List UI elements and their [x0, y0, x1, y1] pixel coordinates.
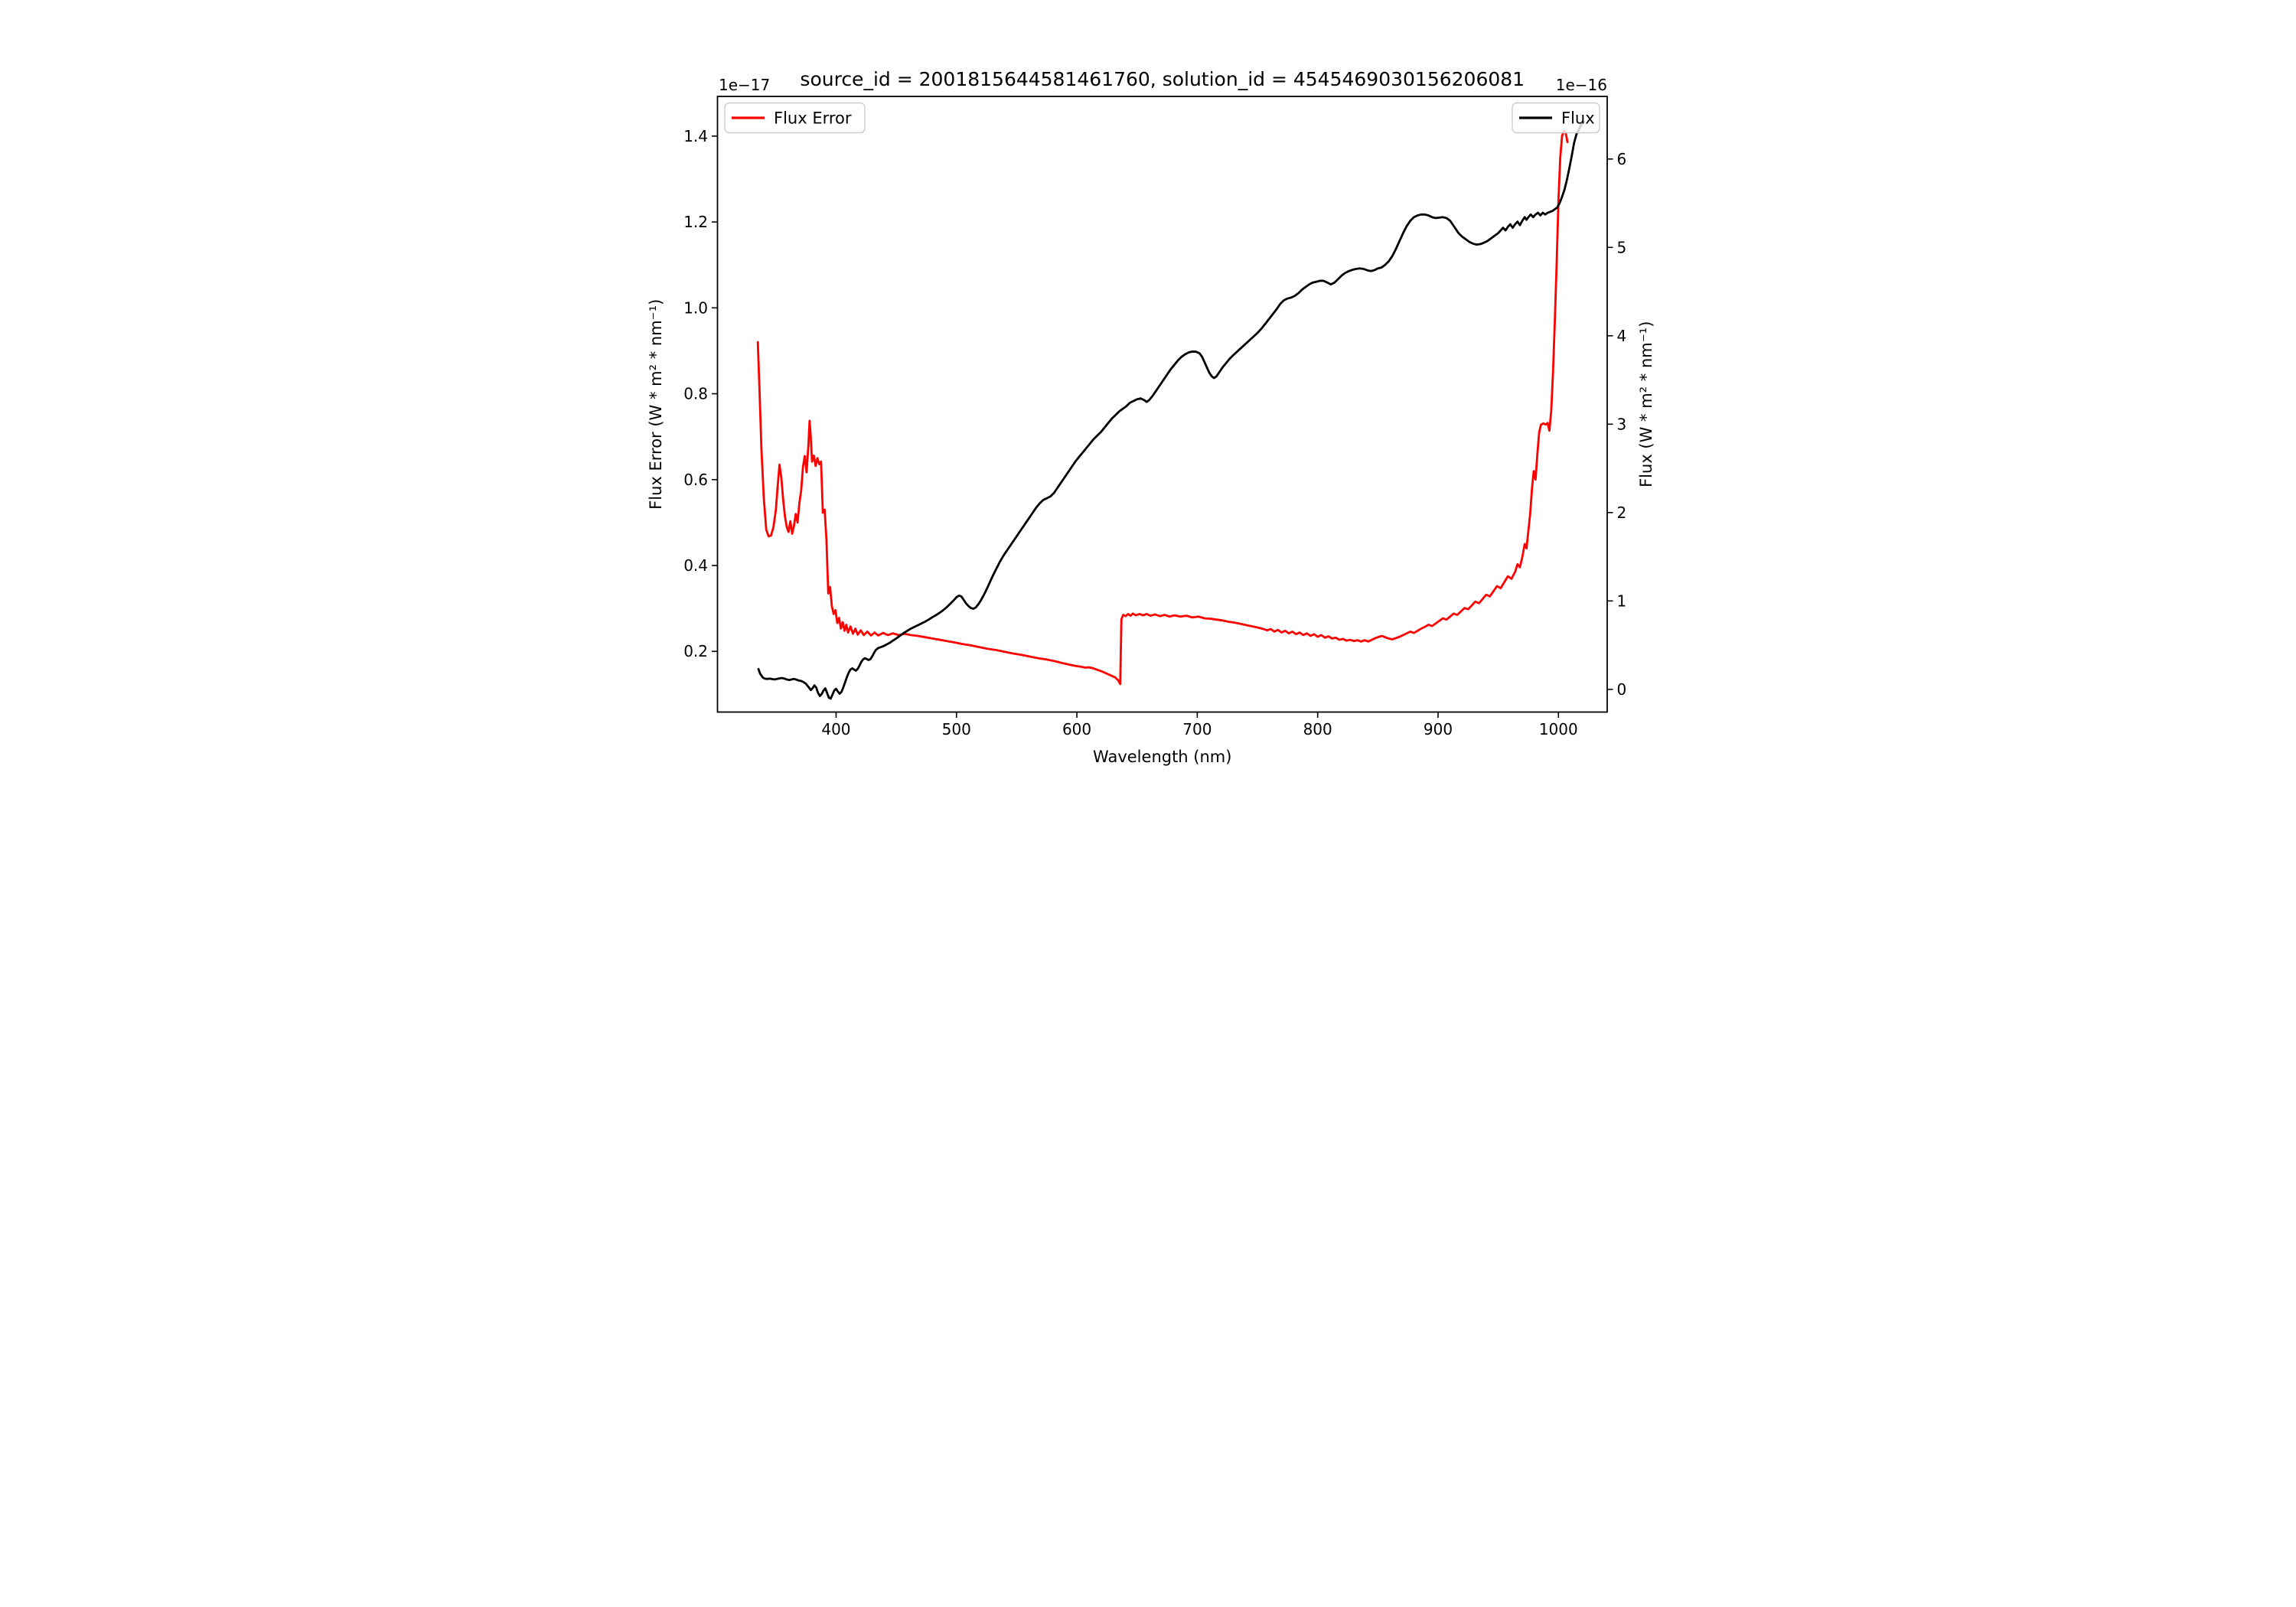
- x-tick-label: 500: [942, 720, 971, 738]
- y-right-tick-label: 0: [1617, 680, 1627, 699]
- y-right-tick-label: 5: [1617, 238, 1627, 256]
- y-right-tick-label: 1: [1617, 592, 1627, 610]
- y-left-tick-label: 0.6: [683, 471, 708, 489]
- curve-flux-error: [756, 129, 1569, 686]
- x-tick-label: 900: [1424, 720, 1453, 738]
- x-tick-label: 600: [1062, 720, 1091, 738]
- curve-flux: [757, 120, 1585, 700]
- y-left-tick-label: 0.4: [683, 556, 708, 575]
- y-right-tick-label: 4: [1617, 327, 1627, 345]
- y-left-tick-label: 0.8: [683, 385, 708, 403]
- y-right-tick-label: 3: [1617, 415, 1627, 433]
- curves-layer: [756, 120, 1585, 700]
- y-axis-label-left: Flux Error (W * m² * nm⁻¹): [647, 299, 665, 510]
- y-left-tick-label: 1.4: [683, 127, 708, 145]
- axes-background: [717, 96, 1607, 712]
- legend-flux-label: Flux: [1561, 109, 1595, 128]
- y-left-tick-label: 0.2: [683, 642, 708, 660]
- legend-flux-error-box: [724, 102, 866, 134]
- x-axis-label: Wavelength (nm): [1093, 748, 1231, 766]
- x-tick-label: 1000: [1539, 720, 1578, 738]
- spectrum-plot: 400 500 600 700 800 900 1000 0.2 0.4 0.6 0.8 1.0 1.2…: [647, 68, 1655, 766]
- y-left-tick-label: 1.2: [683, 213, 708, 231]
- x-tick-label: 700: [1182, 720, 1212, 738]
- x-tick-label: 400: [821, 720, 850, 738]
- legend-flux-error: Flux Error: [724, 102, 866, 134]
- legend-flux: Flux: [1512, 102, 1600, 134]
- y-left-tick-label: 1.0: [683, 298, 708, 317]
- plot-title: source_id = 2001815644581461760, solutio…: [800, 68, 1525, 90]
- legend-flux-error-label: Flux Error: [774, 109, 852, 128]
- axes-spines: [716, 96, 1608, 713]
- right-axis-offset-label: 1e−16: [1556, 76, 1607, 94]
- x-tick-label: 800: [1303, 720, 1332, 738]
- y-axis-label-right: Flux (W * m² * nm⁻¹): [1637, 321, 1655, 487]
- left-axis-offset-label: 1e−17: [719, 76, 770, 94]
- ticks-layer: 400 500 600 700 800 900 1000 0.2 0.4 0.6 0.8 1.0 1.2…: [683, 127, 1626, 738]
- matplotlib-figure: 400 500 600 700 800 900 1000 0.2 0.4 0.6 0.8 1.0 1.2…: [574, 0, 1722, 804]
- y-right-tick-label: 6: [1617, 150, 1627, 168]
- y-right-tick-label: 2: [1617, 504, 1627, 522]
- legend-flux-box: [1512, 102, 1600, 134]
